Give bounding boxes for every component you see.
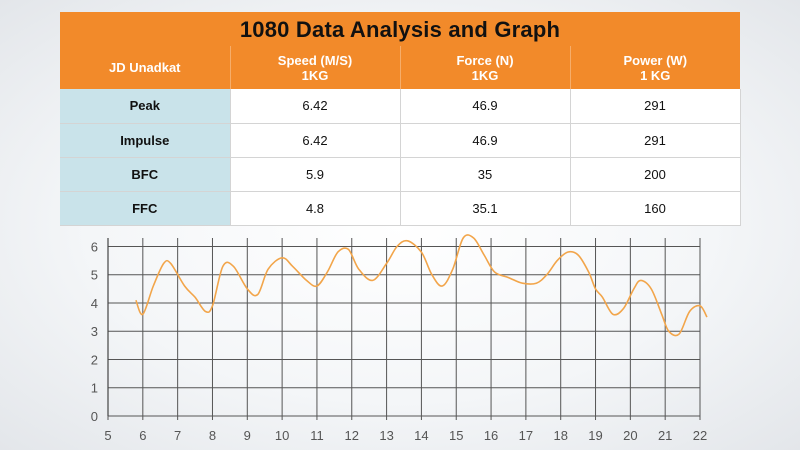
- table-header-row: JD Unadkat Speed (M/S) 1KG Force (N) 1KG…: [60, 46, 740, 89]
- row-label: BFC: [60, 157, 231, 192]
- table-row: Impulse 6.42 46.9 291: [60, 123, 741, 158]
- x-tick-label: 16: [484, 428, 498, 443]
- x-tick-label: 12: [345, 428, 359, 443]
- header-athlete-label: JD Unadkat: [108, 60, 181, 75]
- data-table: JD Unadkat Speed (M/S) 1KG Force (N) 1KG…: [60, 46, 741, 226]
- x-tick-label: 17: [519, 428, 533, 443]
- power-cell: 291: [569, 123, 741, 158]
- force-cell: 46.9: [399, 123, 571, 158]
- table-row: Peak 6.42 46.9 291: [60, 89, 741, 124]
- header-force-label: Force (N): [456, 52, 514, 68]
- y-tick-label: 1: [91, 381, 98, 396]
- force-cell: 35: [399, 157, 571, 192]
- x-tick-label: 6: [139, 428, 146, 443]
- x-tick-label: 19: [588, 428, 602, 443]
- header-power-unit: 1 KG: [640, 67, 671, 83]
- force-cell: 46.9: [399, 89, 571, 124]
- header-power: Power (W) 1 KG: [569, 46, 740, 89]
- header-force-unit: 1KG: [471, 67, 499, 83]
- speed-cell: 4.8: [229, 191, 401, 226]
- series-line: [135, 234, 708, 337]
- force-cell: 35.1: [399, 191, 571, 226]
- x-tick-label: 8: [209, 428, 216, 443]
- y-tick-label: 4: [91, 296, 98, 311]
- power-cell: 200: [569, 157, 741, 192]
- header-athlete: JD Unadkat: [60, 46, 230, 89]
- table-row: BFC 5.9 35 200: [60, 157, 741, 192]
- header-speed-unit: 1KG: [301, 67, 329, 83]
- row-label: FFC: [60, 191, 231, 226]
- header-force: Force (N) 1KG: [399, 46, 570, 89]
- x-tick-label: 9: [244, 428, 251, 443]
- x-tick-label: 14: [414, 428, 428, 443]
- y-tick-label: 6: [91, 239, 98, 254]
- x-tick-label: 22: [693, 428, 707, 443]
- row-label: Impulse: [60, 123, 231, 158]
- x-tick-label: 5: [104, 428, 111, 443]
- y-tick-label: 5: [91, 268, 98, 283]
- x-tick-label: 15: [449, 428, 463, 443]
- power-cell: 160: [569, 191, 741, 226]
- x-tick-label: 21: [658, 428, 672, 443]
- header-power-label: Power (W): [623, 52, 688, 68]
- speed-cell: 6.42: [229, 89, 401, 124]
- y-tick-label: 3: [91, 324, 98, 339]
- x-tick-label: 11: [310, 428, 324, 443]
- x-tick-label: 13: [379, 428, 393, 443]
- power-cell: 291: [569, 89, 741, 124]
- x-tick-label: 18: [553, 428, 567, 443]
- y-tick-label: 0: [91, 409, 98, 424]
- speed-cell: 5.9: [229, 157, 401, 192]
- x-tick-label: 7: [174, 428, 181, 443]
- speed-cell: 6.42: [229, 123, 401, 158]
- y-tick-label: 2: [91, 352, 98, 367]
- x-tick-label: 10: [275, 428, 289, 443]
- header-speed: Speed (M/S) 1KG: [229, 46, 400, 89]
- header-speed-label: Speed (M/S): [277, 52, 353, 68]
- x-tick-label: 20: [623, 428, 637, 443]
- row-label: Peak: [60, 89, 231, 124]
- table-row: FFC 4.8 35.1 160: [60, 191, 741, 226]
- slide-title: 1080 Data Analysis and Graph: [60, 12, 740, 46]
